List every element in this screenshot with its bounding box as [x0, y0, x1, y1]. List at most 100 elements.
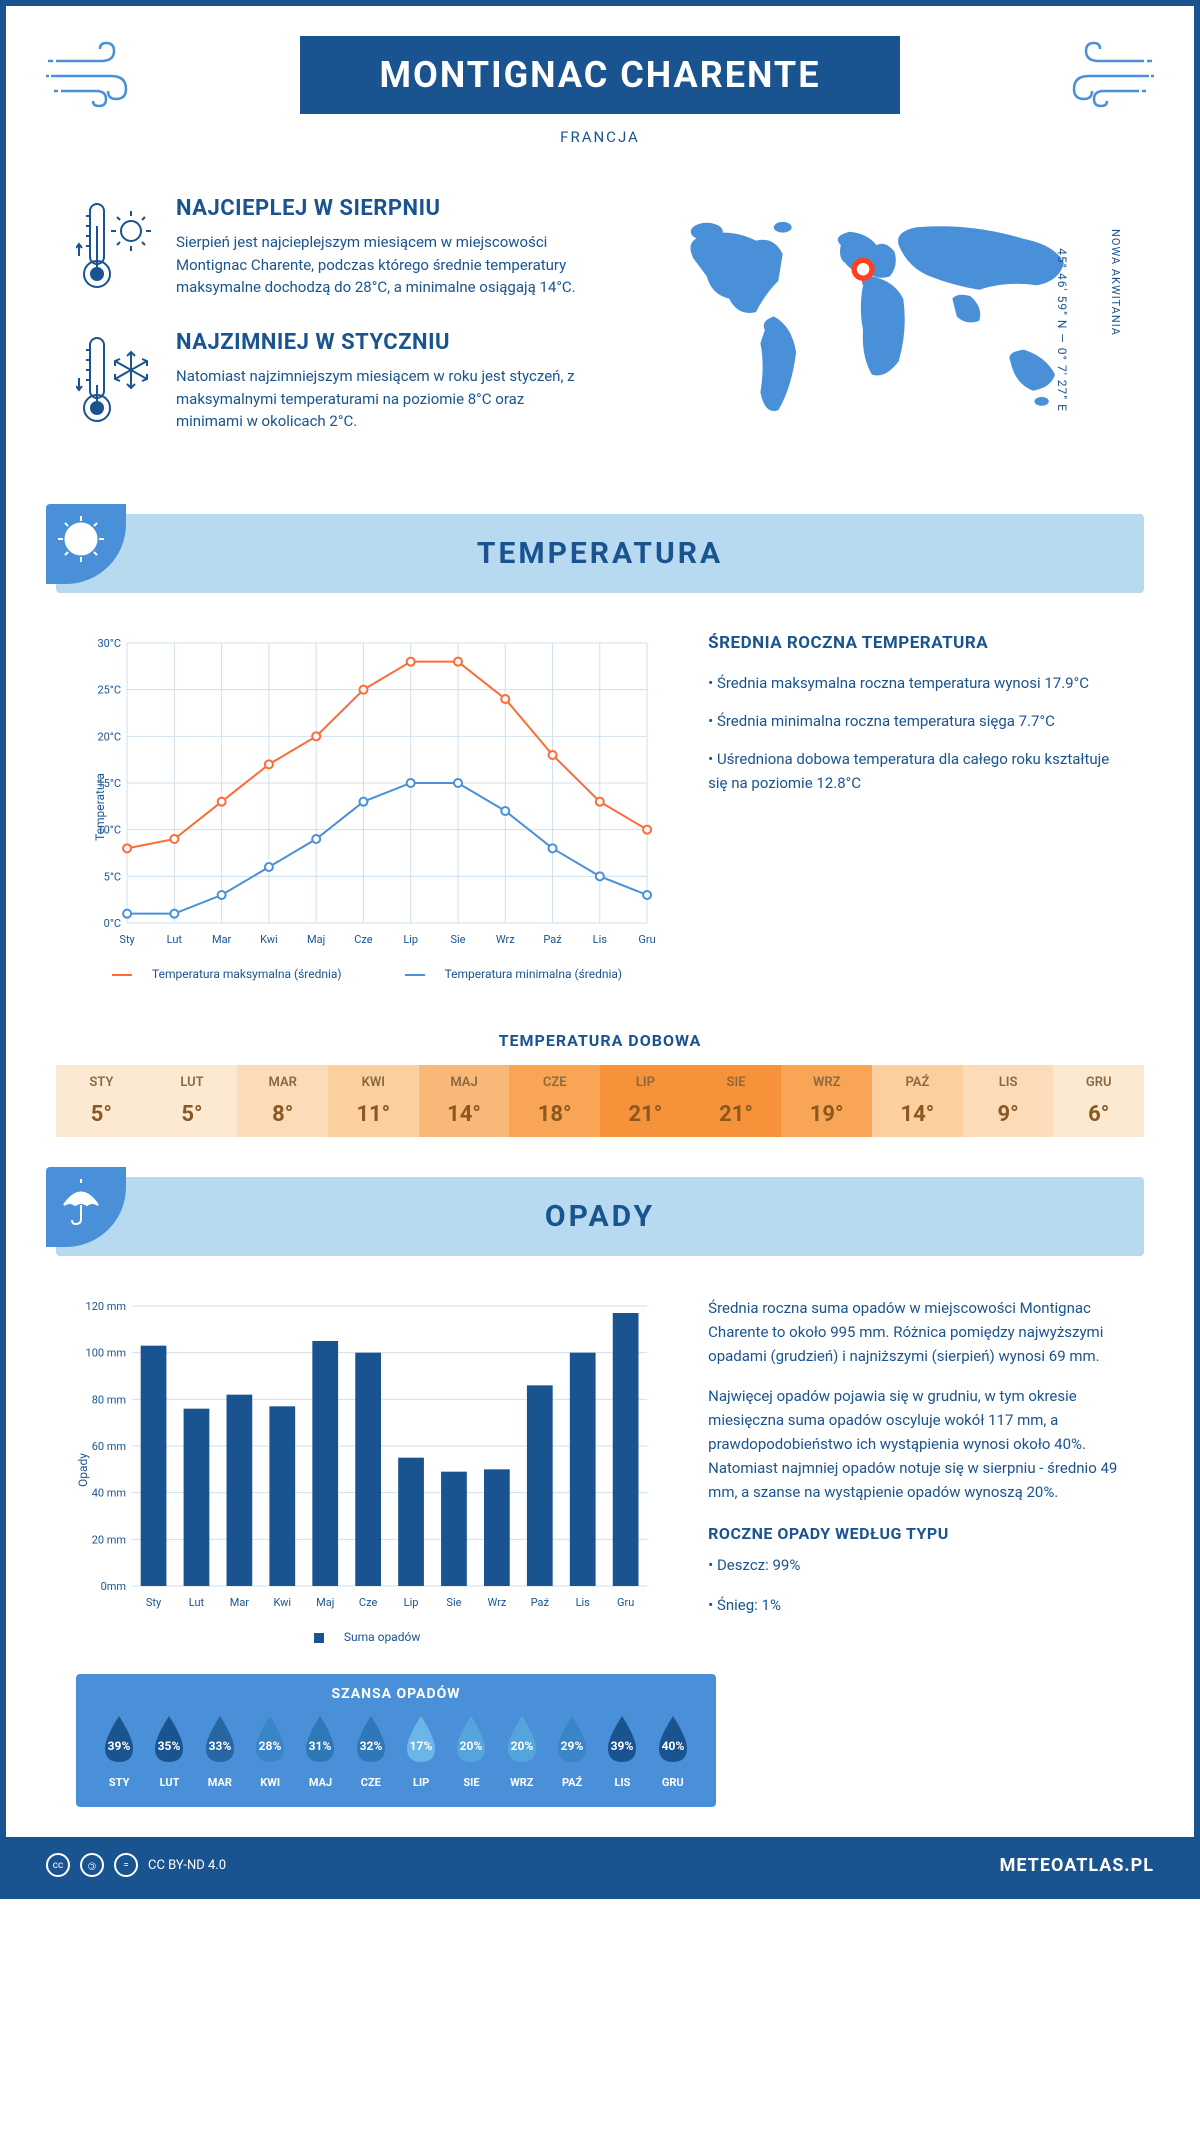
top-section: NAJCIEPLEJ W SIERPNIU Sierpień jest najc… [6, 166, 1194, 494]
temp-cell: LUT5° [147, 1065, 238, 1137]
page-container: MONTIGNAC CHARENTE FRANCJA NAJCIEPLEJ W … [0, 0, 1200, 1899]
precip-section-title: OPADY [78, 1199, 1122, 1234]
precip-chart: Opady 0mm20 mm40 mm60 mm80 mm100 mm120 m… [76, 1296, 658, 1644]
svg-text:Kwi: Kwi [260, 933, 278, 946]
header: MONTIGNAC CHARENTE FRANCJA [6, 6, 1194, 166]
temp-cell: LIP21° [600, 1065, 691, 1137]
precip-para: Średnia roczna suma opadów w miejscowośc… [708, 1296, 1124, 1368]
svg-text:31%: 31% [309, 1739, 332, 1753]
drop-item: 33%MAR [197, 1714, 243, 1789]
svg-text:Lut: Lut [167, 933, 183, 946]
climate-summary: NAJCIEPLEJ W SIERPNIU Sierpień jest najc… [76, 196, 580, 464]
temp-legend: Temperatura maksymalna (średnia) Tempera… [76, 967, 658, 981]
cc-icon: cc [46, 1853, 70, 1877]
coordinates: 45° 46' 59" N — 0° 7' 27" E [1055, 248, 1069, 412]
by-icon: 🄯 [80, 1853, 104, 1877]
svg-text:30°C: 30°C [97, 637, 121, 650]
temp-cell: STY5° [56, 1065, 147, 1137]
temp-cell: CZE18° [509, 1065, 600, 1137]
precip-section-header: OPADY [56, 1177, 1144, 1256]
temp-cell: KWI11° [328, 1065, 419, 1137]
hottest-desc: Sierpień jest najcieplejszym miesiącem w… [176, 231, 580, 299]
precip-type: • Deszcz: 99% [708, 1553, 1124, 1577]
svg-text:20°C: 20°C [97, 730, 121, 743]
footer-site: METEOATLAS.PL [1000, 1855, 1154, 1876]
svg-text:5°C: 5°C [104, 870, 121, 883]
temp-y-label: Temperatura [93, 773, 107, 841]
page-subtitle: FRANCJA [46, 128, 1154, 146]
coldest-text: NAJZIMNIEJ W STYCZNIU Natomiast najzimni… [176, 330, 580, 434]
svg-text:Gru: Gru [617, 1596, 634, 1609]
world-map [620, 196, 1124, 446]
wind-icon-left [46, 41, 136, 115]
svg-text:32%: 32% [359, 1739, 382, 1753]
drop-item: 20%SIE [448, 1714, 494, 1789]
drop-item: 32%CZE [348, 1714, 394, 1789]
svg-text:Lip: Lip [404, 1596, 419, 1609]
svg-text:Mar: Mar [230, 1596, 250, 1609]
svg-text:35%: 35% [158, 1739, 181, 1753]
temp-cell: SIE21° [691, 1065, 782, 1137]
svg-text:40 mm: 40 mm [92, 1487, 126, 1500]
daily-temp-title: TEMPERATURA DOBOWA [6, 1031, 1194, 1050]
svg-text:Lut: Lut [189, 1596, 205, 1609]
svg-text:Cze: Cze [359, 1596, 378, 1609]
drop-item: 28%KWI [247, 1714, 293, 1789]
thermometer-snow-icon [76, 330, 156, 434]
drop-item: 39%STY [96, 1714, 142, 1789]
svg-text:Wrz: Wrz [487, 1596, 506, 1609]
legend-max: Temperatura maksymalna (średnia) [152, 967, 342, 981]
svg-text:0°C: 0°C [104, 917, 121, 930]
drop-item: 29%PAŹ [549, 1714, 595, 1789]
wind-icon-right [1064, 41, 1154, 115]
svg-text:100 mm: 100 mm [86, 1347, 127, 1360]
svg-text:Lip: Lip [403, 933, 418, 946]
svg-text:Mar: Mar [212, 933, 232, 946]
temp-cell: GRU6° [1053, 1065, 1144, 1137]
temp-section-header: TEMPERATURA [56, 514, 1144, 593]
svg-text:120 mm: 120 mm [86, 1300, 127, 1313]
svg-text:Lis: Lis [576, 1596, 591, 1609]
svg-text:20%: 20% [510, 1739, 533, 1753]
temp-cell: MAJ14° [419, 1065, 510, 1137]
svg-text:Maj: Maj [307, 933, 325, 946]
region-label: NOWA AKWITANIA [1109, 229, 1122, 336]
temp-chart: Temperatura 0°C5°C10°C15°C20°C25°C30°CSt… [76, 633, 658, 981]
svg-text:39%: 39% [108, 1739, 131, 1753]
svg-text:Wrz: Wrz [496, 933, 515, 946]
drop-item: 31%MAJ [297, 1714, 343, 1789]
page-title: MONTIGNAC CHARENTE [300, 36, 901, 114]
svg-text:80 mm: 80 mm [92, 1393, 126, 1406]
license-text: CC BY-ND 4.0 [148, 1858, 226, 1873]
hottest-text: NAJCIEPLEJ W SIERPNIU Sierpień jest najc… [176, 196, 580, 300]
thermometer-sun-icon [76, 196, 156, 300]
svg-text:39%: 39% [611, 1739, 634, 1753]
drop-item: 39%LIS [599, 1714, 645, 1789]
svg-text:Sie: Sie [450, 933, 465, 946]
svg-text:28%: 28% [259, 1739, 282, 1753]
temp-section-title: TEMPERATURA [78, 536, 1122, 571]
precip-y-label: Opady [76, 1453, 90, 1487]
chance-drops: 39%STY35%LUT33%MAR28%KWI31%MAJ32%CZE17%L… [96, 1714, 696, 1789]
temp-info-title: ŚREDNIA ROCZNA TEMPERATURA [708, 633, 1124, 653]
legend-precip: Suma opadów [344, 1630, 421, 1644]
svg-text:29%: 29% [561, 1739, 584, 1753]
precip-para: Najwięcej opadów pojawia się w grudniu, … [708, 1384, 1124, 1504]
temp-cell: WRZ19° [781, 1065, 872, 1137]
temp-cell: LIS9° [963, 1065, 1054, 1137]
precip-info: Średnia roczna suma opadów w miejscowośc… [708, 1296, 1124, 1644]
svg-text:17%: 17% [410, 1739, 433, 1753]
svg-text:20%: 20% [460, 1739, 483, 1753]
svg-text:Maj: Maj [316, 1596, 334, 1609]
svg-text:Paź: Paź [531, 1596, 550, 1609]
temp-bullet: • Średnia maksymalna roczna temperatura … [708, 671, 1124, 695]
temp-bullet: • Uśredniona dobowa temperatura dla całe… [708, 747, 1124, 795]
svg-text:Sie: Sie [446, 1596, 461, 1609]
svg-text:Sty: Sty [119, 933, 135, 946]
nd-icon: = [114, 1853, 138, 1877]
coldest-block: NAJZIMNIEJ W STYCZNIU Natomiast najzimni… [76, 330, 580, 434]
temp-cell: PAŹ14° [872, 1065, 963, 1137]
location-marker [854, 260, 872, 278]
chance-title: SZANSA OPADÓW [96, 1686, 696, 1702]
precip-content: Opady 0mm20 mm40 mm60 mm80 mm100 mm120 m… [6, 1286, 1194, 1664]
